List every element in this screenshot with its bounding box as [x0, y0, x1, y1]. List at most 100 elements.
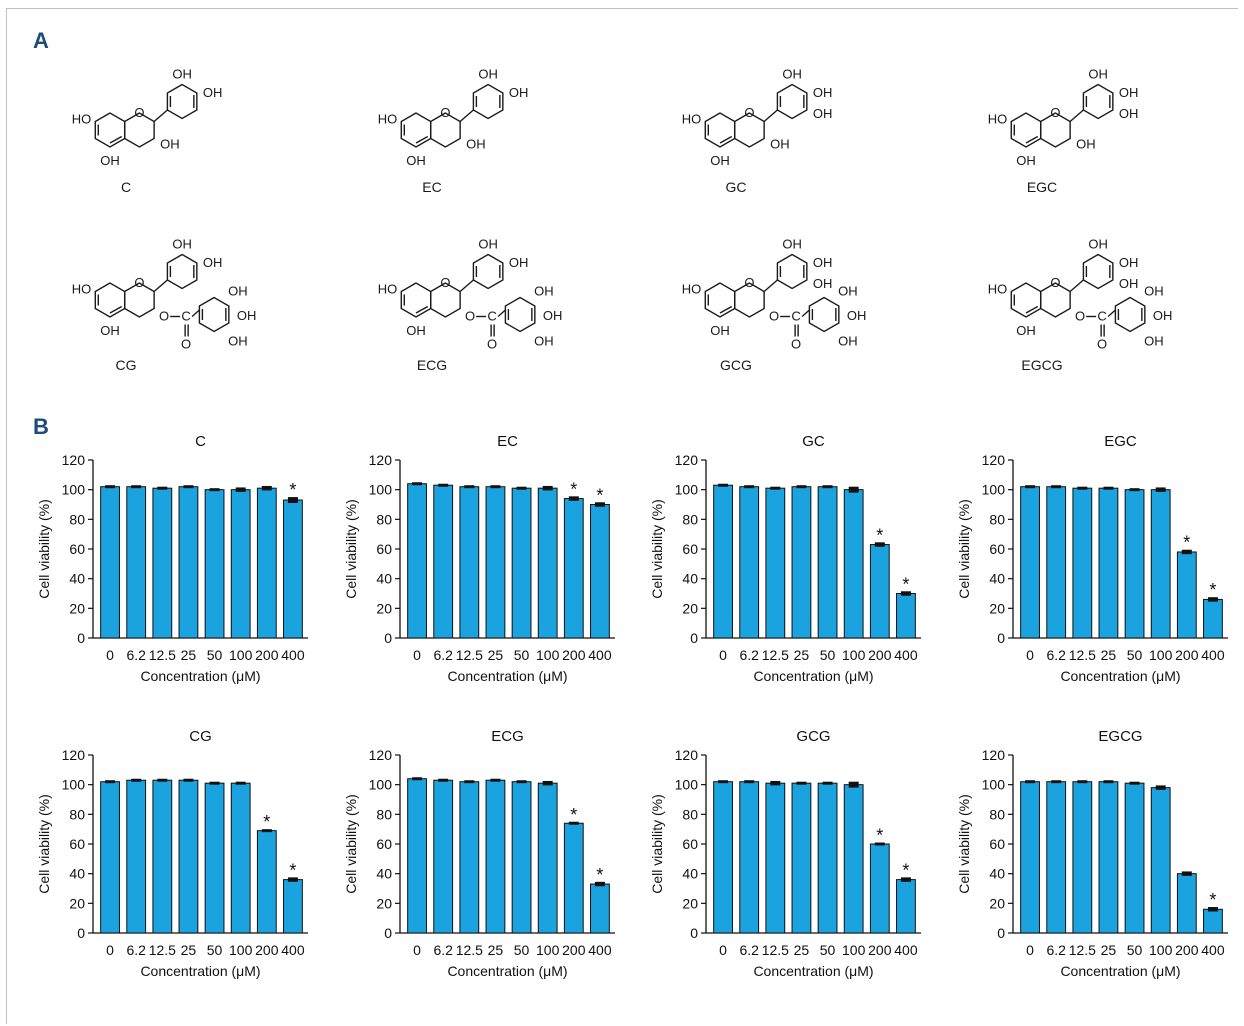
x-tick-label: 6.2 [433, 647, 453, 663]
double-bond [109, 135, 123, 144]
galloyl-ring [1114, 296, 1146, 333]
ring-c [733, 282, 765, 318]
molecule-gc: O HO OH OH OH OH OH GC [682, 67, 833, 196]
y-tick-label: 100 [982, 482, 1006, 498]
ring-b [166, 83, 198, 120]
bar [843, 784, 864, 934]
x-tick-label: 12.5 [149, 647, 176, 663]
bond [801, 309, 810, 318]
error-bar [1207, 907, 1218, 912]
ring-c [1039, 112, 1071, 148]
oh-label: OH [1016, 153, 1036, 168]
y-tick-label: 120 [62, 452, 86, 468]
oh-label: OH [1088, 237, 1108, 252]
bar [1046, 781, 1067, 934]
error-bar [131, 778, 142, 782]
ho-label: HO [72, 112, 92, 127]
y-tick-label: 0 [384, 925, 392, 941]
molecule-name: ECG [417, 357, 447, 373]
y-tick-label: 80 [69, 511, 85, 527]
carbonyl-oxygen: O [1097, 337, 1107, 352]
oh-label: OH [1119, 85, 1139, 100]
error-bar [822, 781, 833, 785]
bond [459, 109, 474, 123]
y-tick-label: 80 [682, 806, 698, 822]
error-bar [183, 485, 194, 489]
x-tick-label: 0 [106, 942, 114, 958]
y-tick-label: 100 [675, 482, 699, 498]
bond [763, 109, 778, 123]
chart-egcg: EGCG 0 20 40 60 80 100 120 Cell viability (%) 0 6.… [956, 728, 1228, 979]
x-tick-label: 200 [1175, 942, 1199, 958]
y-tick-label: 120 [675, 452, 699, 468]
x-tick-label: 50 [1127, 647, 1143, 663]
x-tick-label: 0 [413, 942, 421, 958]
error-bar [105, 485, 116, 489]
y-tick-label: 120 [369, 452, 393, 468]
carbonyl-carbon: C [1097, 309, 1106, 324]
bar [563, 498, 584, 639]
bar [1203, 908, 1223, 934]
y-tick-label: 80 [682, 511, 698, 527]
oh-label: OH [847, 308, 867, 323]
panel-label-b: B [33, 414, 49, 439]
y-tick-label: 20 [376, 600, 392, 616]
oh-label: OH [710, 153, 730, 168]
error-bar [822, 485, 833, 489]
ring-c [123, 282, 155, 318]
molecule-name: EGCG [1021, 357, 1062, 373]
x-tick-label: 25 [794, 647, 810, 663]
x-tick-label: 200 [255, 942, 279, 958]
ho-label: HO [72, 282, 92, 297]
oh-label: OH [1016, 323, 1036, 338]
y-axis-label: Cell viability (%) [343, 794, 359, 894]
x-tick-label: 200 [562, 942, 586, 958]
error-bar [770, 780, 781, 786]
error-bar [209, 781, 220, 785]
chart-gcg: GCG 0 20 40 60 80 100 120 Cell viability (%) 0 6.2… [649, 728, 921, 979]
ring-oxygen: O [744, 275, 754, 290]
molecule-egc: O HO OH OH OH OH OH EGC [988, 67, 1139, 196]
y-tick-label: 60 [376, 541, 392, 557]
error-bar [770, 486, 781, 490]
ring-oxygen: O [1050, 105, 1060, 120]
molecule-ec: O HO OH OH OH OH EC [378, 67, 529, 196]
significance-marker: * [1209, 890, 1216, 910]
y-tick-label: 120 [62, 747, 86, 763]
x-tick-label: 12.5 [456, 647, 483, 663]
x-tick-label: 50 [820, 942, 836, 958]
y-tick-label: 100 [62, 482, 86, 498]
x-axis-label: Concentration (μM) [753, 963, 873, 979]
x-tick-label: 100 [1149, 647, 1173, 663]
ester-oxygen: O [1075, 309, 1085, 324]
error-bar [900, 591, 911, 596]
chart-egc: EGC 0 20 40 60 80 100 120 Cell viability (%) 0 6.2… [956, 433, 1228, 684]
oh-label: OH [1153, 308, 1173, 323]
oh-label: OH [203, 255, 223, 270]
error-bar [1129, 781, 1140, 785]
panel-a-structures: OHOOHOHOHOHCOHOOHOHOHOHECOHOOHOHOHOHOHGC… [72, 67, 1173, 374]
x-tick-label: 50 [207, 647, 223, 663]
ring-oxygen: O [134, 105, 144, 120]
error-bar [287, 877, 298, 882]
bar [1072, 487, 1093, 639]
y-tick-label: 0 [690, 630, 698, 646]
bond [1069, 109, 1084, 123]
oh-label: OH [406, 323, 426, 338]
carbonyl-carbon: C [791, 309, 800, 324]
y-axis-label: Cell viability (%) [343, 499, 359, 599]
y-axis-label: Cell viability (%) [956, 794, 972, 894]
x-tick-label: 400 [1201, 647, 1225, 663]
double-bond [719, 135, 733, 144]
x-tick-label: 6.2 [433, 942, 453, 958]
x-tick-label: 200 [1175, 647, 1199, 663]
ring-b [472, 253, 504, 290]
x-tick-label: 0 [413, 647, 421, 663]
significance-marker: * [596, 865, 603, 885]
y-tick-label: 40 [989, 571, 1005, 587]
error-bar [1025, 485, 1036, 489]
bar [1098, 781, 1119, 934]
x-tick-label: 12.5 [762, 942, 789, 958]
y-tick-label: 40 [989, 866, 1005, 882]
ring-c [1039, 282, 1071, 318]
